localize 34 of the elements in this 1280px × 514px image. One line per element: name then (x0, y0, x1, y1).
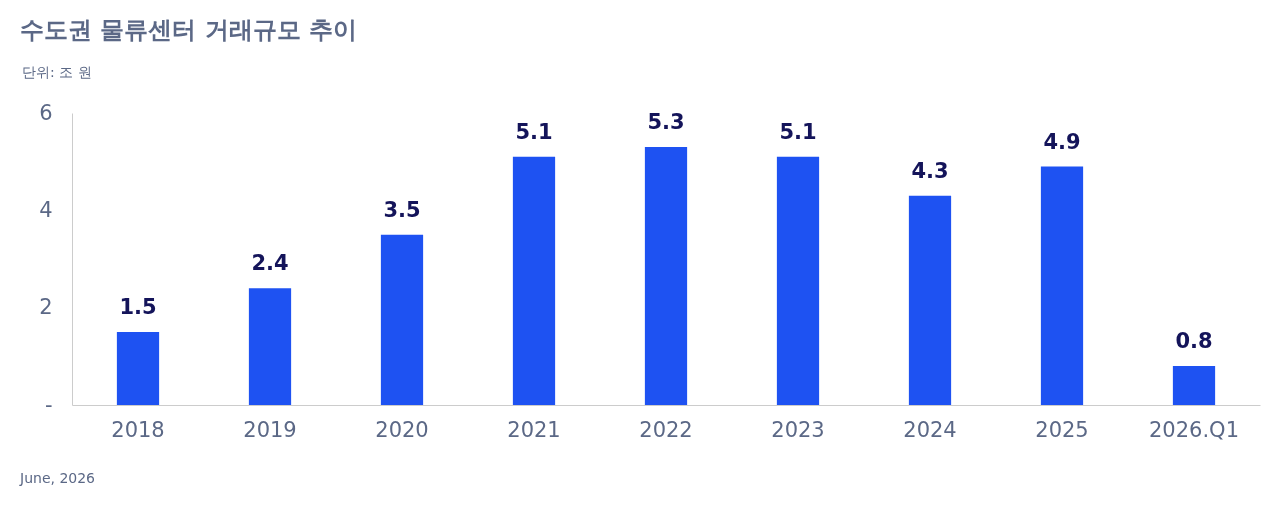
bar (908, 195, 952, 405)
y-tick-label: 6 (39, 100, 53, 125)
chart-subtitle: 단위: 조 원 (22, 64, 92, 82)
x-tick-label: 2025 (1035, 417, 1089, 442)
bar (1040, 166, 1084, 405)
data-label: 1.5 (119, 295, 157, 319)
x-tick-label: 2022 (639, 417, 693, 442)
x-tick-label: 2023 (771, 417, 825, 442)
bar (776, 156, 820, 405)
data-label: 5.1 (515, 119, 553, 144)
data-label: 5.1 (779, 119, 817, 144)
x-tick-label: 2026.Q1 (1148, 417, 1240, 442)
bar (248, 288, 292, 405)
bar (1172, 366, 1216, 405)
data-label: 3.5 (383, 197, 421, 222)
x-tick-label: 2019 (243, 417, 297, 442)
x-tick-label: 2020 (375, 417, 429, 442)
data-label: 4.9 (1043, 129, 1081, 154)
chart-title: 수도권 물류센터 거래규모 추이 (20, 15, 358, 46)
text: June, 2026 (20, 470, 96, 486)
x-tick-label: 2018 (111, 417, 165, 442)
data-label: 4.3 (911, 158, 949, 183)
data-label: 5.3 (647, 110, 685, 135)
x-tick-label: 2021 (507, 417, 561, 442)
bar (380, 234, 424, 405)
y-tick-label: 2 (39, 295, 53, 320)
data-label: 0.8 (1175, 329, 1213, 354)
x-tick-label: 2024 (903, 417, 957, 442)
bar (512, 156, 556, 405)
y-tick-label: 4 (39, 197, 53, 222)
y-tick-label: - (44, 392, 53, 417)
data-label: 2.4 (251, 251, 289, 276)
bar (644, 147, 688, 405)
bar (116, 332, 160, 405)
